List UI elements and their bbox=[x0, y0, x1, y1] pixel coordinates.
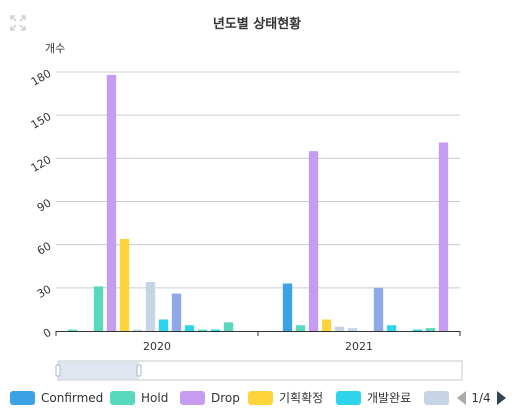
legend: Confirmed Hold Drop 기획확정 개발완료 bbox=[10, 391, 449, 405]
legend-label: Confirmed bbox=[41, 391, 103, 405]
legend-item[interactable]: Hold bbox=[110, 391, 168, 405]
bar[interactable] bbox=[184, 325, 195, 331]
legend-next-icon[interactable] bbox=[497, 391, 506, 405]
y-tick-label: 30 bbox=[35, 283, 54, 301]
data-zoom-handle-right[interactable] bbox=[136, 364, 142, 377]
bar[interactable] bbox=[210, 329, 221, 331]
bar[interactable] bbox=[425, 328, 436, 331]
bar[interactable] bbox=[119, 238, 130, 331]
bar[interactable] bbox=[438, 142, 449, 331]
x-tick-labels: 2020 2021 bbox=[143, 340, 373, 353]
bar[interactable] bbox=[223, 322, 234, 331]
bar[interactable] bbox=[321, 319, 332, 331]
legend-label: 기획확정 bbox=[279, 391, 323, 405]
y-tick-label: 180 bbox=[29, 67, 54, 89]
legend-pager: 1/4 bbox=[457, 391, 506, 405]
bar[interactable] bbox=[106, 74, 117, 331]
bar[interactable] bbox=[93, 286, 104, 331]
y-tick-label: 0 bbox=[41, 326, 54, 341]
y-axis-label: 개수 bbox=[45, 42, 65, 55]
y-tick-label: 60 bbox=[35, 239, 54, 257]
legend-label: Drop bbox=[211, 391, 240, 405]
bar[interactable] bbox=[132, 329, 143, 331]
x-tick-label: 2021 bbox=[345, 340, 373, 353]
bar[interactable] bbox=[158, 319, 169, 331]
legend-label: 개발완료 bbox=[367, 391, 411, 405]
grid-lines bbox=[56, 71, 460, 289]
legend-item[interactable]: 기획확정 bbox=[248, 391, 323, 405]
bar[interactable] bbox=[295, 325, 306, 331]
bar[interactable] bbox=[386, 325, 397, 331]
bar[interactable] bbox=[334, 326, 345, 331]
chart-title: 년도별 상태현황 bbox=[213, 16, 301, 32]
y-tick-label: 90 bbox=[35, 196, 54, 214]
bar[interactable] bbox=[347, 328, 358, 331]
data-zoom-handle-left[interactable] bbox=[55, 364, 61, 377]
legend-swatch bbox=[10, 391, 35, 405]
bar[interactable] bbox=[67, 329, 78, 331]
legend-prev-icon[interactable] bbox=[457, 391, 466, 405]
legend-page-indicator: 1/4 bbox=[471, 391, 490, 405]
bar[interactable] bbox=[171, 293, 182, 331]
legend-item[interactable] bbox=[424, 391, 449, 405]
legend-swatch bbox=[180, 391, 205, 405]
legend-item[interactable]: Confirmed bbox=[10, 391, 103, 405]
bar[interactable] bbox=[373, 287, 384, 331]
legend-label: Hold bbox=[141, 391, 168, 405]
bar[interactable] bbox=[145, 282, 156, 331]
bar[interactable] bbox=[308, 151, 319, 331]
x-axis bbox=[55, 331, 461, 336]
expand-icon[interactable] bbox=[10, 15, 26, 31]
legend-item[interactable]: Drop bbox=[180, 391, 240, 405]
legend-swatch bbox=[110, 391, 135, 405]
data-zoom-slider[interactable] bbox=[55, 360, 463, 381]
data-zoom-window[interactable] bbox=[58, 361, 139, 380]
legend-swatch bbox=[424, 391, 449, 405]
y-tick-labels: 0 30 60 90 120 150 180 bbox=[29, 67, 54, 341]
legend-swatch bbox=[336, 391, 361, 405]
legend-swatch bbox=[248, 391, 273, 405]
x-tick-label: 2020 bbox=[143, 340, 171, 353]
bar[interactable] bbox=[282, 283, 293, 331]
bars bbox=[67, 74, 449, 331]
bar[interactable] bbox=[412, 329, 423, 331]
legend-item[interactable]: 개발완료 bbox=[336, 391, 411, 405]
y-tick-label: 150 bbox=[29, 110, 54, 132]
y-tick-label: 120 bbox=[29, 153, 54, 175]
bar[interactable] bbox=[197, 329, 208, 331]
